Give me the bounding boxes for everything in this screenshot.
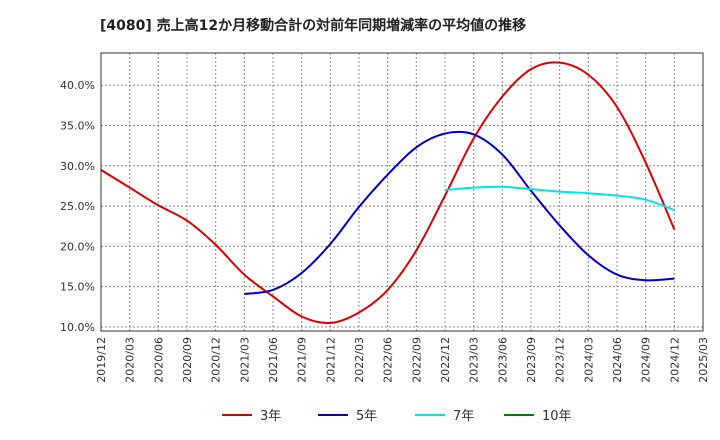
y-tick-label: 25.0% [60, 200, 95, 213]
x-tick-label: 2020/09 [181, 337, 194, 383]
x-tick-label: 2022/03 [353, 337, 366, 383]
y-tick-label: 35.0% [60, 120, 95, 133]
series-line-0 [100, 61, 676, 325]
x-tick-label: 2023/03 [468, 337, 481, 383]
x-tick-label: 2023/09 [525, 337, 538, 383]
legend-label-3: 10年 [542, 409, 572, 424]
x-tick-label: 2024/06 [611, 337, 624, 383]
series-lines [100, 61, 676, 325]
x-tick-label: 2019/12 [95, 337, 108, 383]
x-tick-label: 2022/09 [410, 337, 423, 383]
x-tick-label: 2023/06 [496, 337, 509, 383]
chart-title: [4080] 売上高12か月移動合計の対前年同期増減率の平均値の推移 [100, 17, 526, 34]
x-tick-label: 2021/09 [296, 337, 309, 383]
x-tick-label: 2021/06 [267, 337, 280, 383]
x-tick-label: 2022/06 [382, 337, 395, 383]
plot-frame [100, 52, 704, 332]
x-tick-label: 2025/03 [697, 337, 710, 383]
y-tick-label: 30.0% [60, 160, 95, 173]
x-tick-label: 2020/03 [124, 337, 137, 383]
legend-label-2: 7年 [453, 409, 474, 424]
legend-label-1: 5年 [356, 409, 377, 424]
x-tick-label: 2022/12 [439, 337, 452, 383]
y-tick-label: 15.0% [60, 281, 95, 294]
x-tick-label: 2024/12 [668, 337, 681, 383]
x-tick-label: 2024/03 [582, 337, 595, 383]
y-tick-label: 10.0% [60, 321, 95, 334]
x-tick-label: 2021/12 [324, 337, 337, 383]
y-tick-label: 20.0% [60, 240, 95, 253]
legend-label-0: 3年 [260, 409, 281, 424]
y-tick-label: 40.0% [60, 79, 95, 92]
x-tick-label: 2020/12 [210, 337, 223, 383]
x-tick-label: 2021/03 [238, 337, 251, 383]
x-tick-label: 2024/09 [640, 337, 653, 383]
series-line-1 [244, 130, 675, 295]
x-tick-label: 2023/12 [554, 337, 567, 383]
grid [101, 53, 703, 331]
legend: 3年 5年 7年 10年 [222, 409, 572, 424]
x-axis: 2019/12 2020/03 2020/06 2020/09 2020/12 2021/… [95, 337, 710, 383]
y-axis: 10.0% 15.0% 20.0% 25.0% 30.0% 35.0% 40.0% [60, 79, 95, 334]
series-line-2 [444, 185, 675, 212]
x-tick-label: 2020/06 [152, 337, 165, 383]
